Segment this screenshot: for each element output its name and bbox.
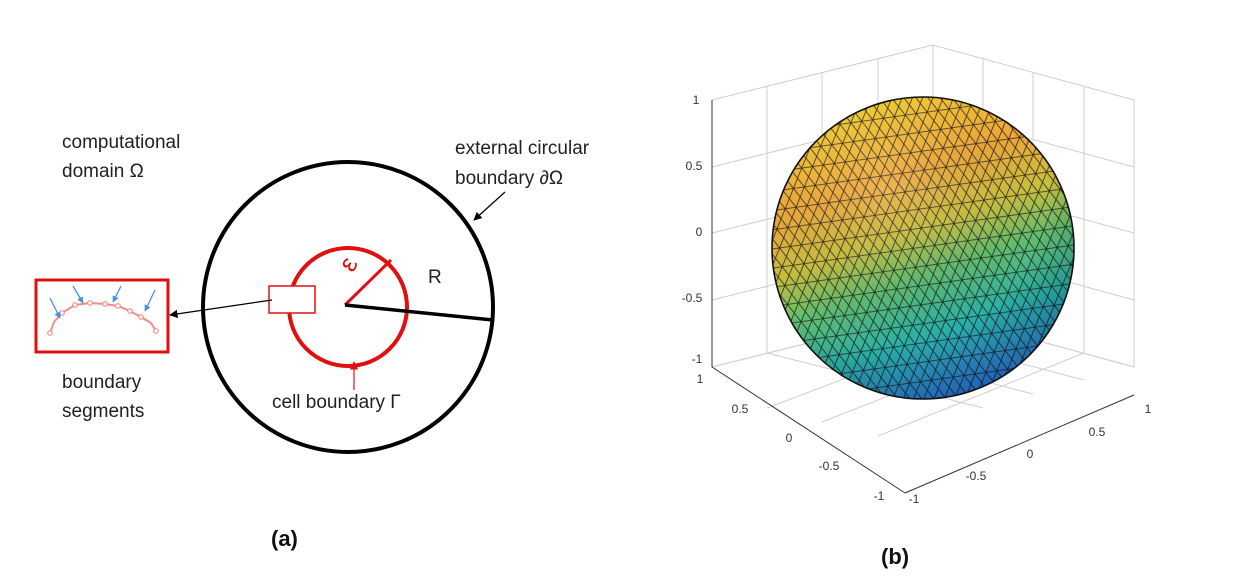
y-tick: 0.5 — [1089, 425, 1106, 439]
boundary-zoom-rect — [268, 285, 316, 314]
y-tick: -1 — [909, 492, 920, 506]
radius-label: R — [428, 267, 442, 288]
boundary-segments-box — [34, 278, 170, 354]
sphere-mesh — [771, 96, 1075, 400]
axis-lines — [711, 100, 1135, 494]
normal-arrows — [49, 285, 156, 319]
caption-a: (a) — [271, 526, 298, 551]
panel-a: ε R computational domain Ω external circ… — [34, 132, 594, 551]
big-radius-line — [344, 303, 494, 322]
segments-label: boundary segments — [62, 372, 147, 422]
x-tick: -0.5 — [819, 459, 840, 473]
z-tick: 0.5 — [686, 159, 703, 173]
external-pointer-arrow — [473, 191, 506, 221]
x-tick: 1 — [697, 372, 704, 386]
z-tick: -0.5 — [682, 291, 703, 305]
y-tick: -0.5 — [966, 469, 987, 483]
y-tick: 1 — [1145, 402, 1152, 416]
z-ticks: 1 0.5 0 -0.5 -1 — [682, 93, 703, 366]
external-boundary-label: external circular boundary ∂Ω — [455, 138, 594, 189]
epsilon-label: ε — [332, 251, 364, 276]
y-ticks: -1 -0.5 0 0.5 1 — [909, 402, 1152, 506]
caption-b: (b) — [881, 544, 909, 569]
x-tick: 0.5 — [732, 402, 749, 416]
z-tick: 0 — [696, 225, 703, 239]
external-boundary-circle — [201, 160, 495, 454]
x-tick: -1 — [874, 489, 885, 503]
z-tick: 1 — [693, 93, 700, 107]
panel-b: 1 0.5 0 -0.5 -1 1 0.5 0 -0.5 -1 -1 -0.5 … — [682, 44, 1152, 569]
domain-label: computational domain Ω — [62, 132, 186, 182]
y-tick: 0 — [1027, 447, 1034, 461]
x-tick: 0 — [786, 431, 793, 445]
zoom-pointer-arrow — [169, 299, 273, 319]
cell-boundary-label: cell boundary Γ — [272, 392, 401, 413]
epsilon-radius-line — [343, 258, 393, 307]
x-ticks: 1 0.5 0 -0.5 -1 — [697, 372, 885, 503]
z-tick: -1 — [692, 352, 703, 366]
